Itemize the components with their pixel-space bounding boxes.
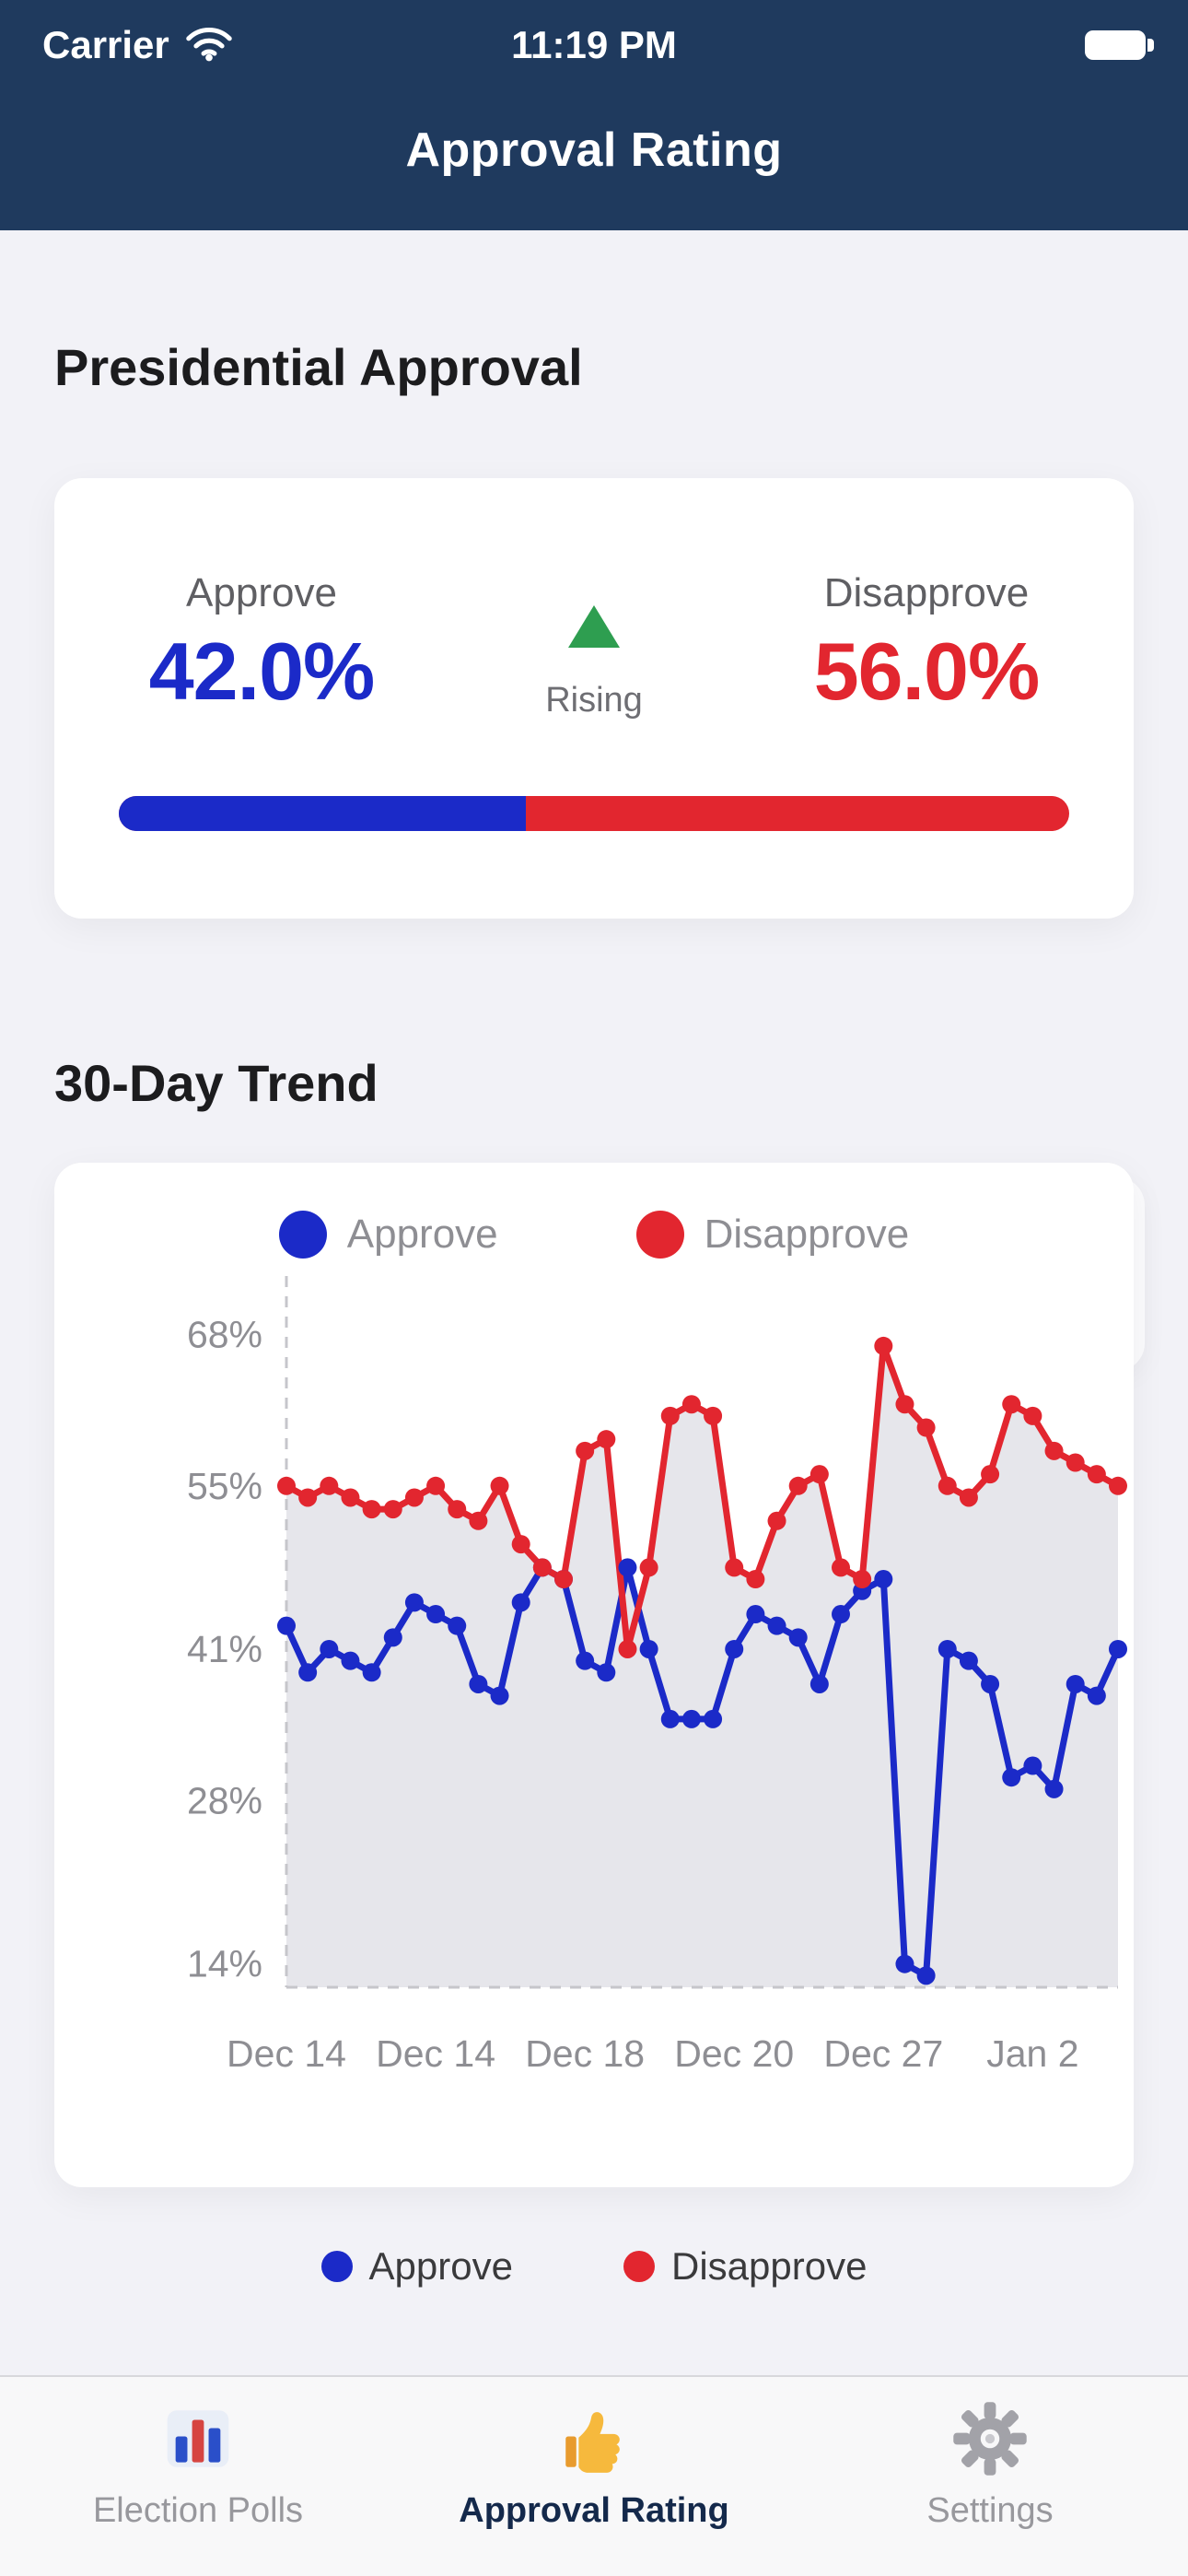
svg-text:Dec 14: Dec 14 xyxy=(227,2032,346,2075)
chart-legend: Approve Disapprove xyxy=(54,1211,1134,1259)
thumbs-up-icon xyxy=(556,2399,632,2478)
approval-summary-card: Approve 42.0% Rising Disapprove 56.0% xyxy=(54,478,1134,919)
svg-text:Dec 20: Dec 20 xyxy=(674,2032,794,2075)
disapprove-legend-label: Disapprove xyxy=(704,1212,910,1257)
trend-indicator: Rising xyxy=(545,570,643,720)
wifi-icon xyxy=(184,25,234,66)
gear-icon xyxy=(952,2399,1028,2478)
status-bar: Carrier 11:19 PM xyxy=(0,0,1188,70)
svg-text:Dec 27: Dec 27 xyxy=(823,2032,943,2075)
status-time: 11:19 PM xyxy=(511,23,677,66)
carrier-group: Carrier xyxy=(42,23,234,67)
footer-approve-dot xyxy=(320,2251,353,2282)
svg-text:41%: 41% xyxy=(187,1628,262,1670)
tab-bar: Election Polls Approval Rating xyxy=(0,2375,1188,2576)
svg-text:Dec 14: Dec 14 xyxy=(376,2032,495,2075)
svg-text:55%: 55% xyxy=(187,1465,262,1507)
main-content: Presidential Approval Approve 42.0% Risi… xyxy=(0,337,1188,2289)
footer-disapprove-dot xyxy=(623,2251,655,2282)
trend-chart: 68% 55% 41% 28% 14% Dec 14 Dec 14 Dec 18 Dec 20 D… xyxy=(187,1276,1127,2075)
approve-legend-label: Approve xyxy=(346,1212,498,1257)
footer-disapprove-label: Disapprove xyxy=(670,2244,868,2288)
carrier-label: Carrier xyxy=(42,23,169,66)
legend-item-disapprove: Disapprove xyxy=(635,1211,910,1259)
svg-text:68%: 68% xyxy=(187,1313,262,1355)
footer-legend: Approve Disapprove xyxy=(54,2244,1134,2289)
svg-text:28%: 28% xyxy=(187,1780,262,1822)
footer-approve-label: Approve xyxy=(368,2244,513,2288)
approve-legend-dot xyxy=(278,1211,327,1259)
bar-chart-icon xyxy=(160,2399,236,2478)
approval-section-heading: Presidential Approval xyxy=(54,338,583,396)
disapprove-metric: Disapprove 56.0% xyxy=(784,570,1069,714)
footer-legend-item-approve: Approve xyxy=(320,2244,513,2289)
tab-label-approval-rating: Approval Rating xyxy=(459,2491,729,2530)
legend-item-approve: Approve xyxy=(278,1211,498,1259)
disapprove-legend-dot xyxy=(635,1211,684,1259)
trend-chart-card: Approve Disapprove 68% 55% 41% 28% 14% Dec 14… xyxy=(54,1163,1134,2187)
rising-arrow-icon xyxy=(567,605,620,648)
disapprove-label: Disapprove xyxy=(823,570,1030,615)
nav-bar: Approval Rating xyxy=(0,70,1188,230)
disapprove-value: 56.0% xyxy=(813,626,1041,717)
footer-legend-item-disapprove: Disapprove xyxy=(623,2244,867,2289)
battery-icon xyxy=(1085,30,1154,60)
approve-value: 42.0% xyxy=(148,626,376,717)
approval-progress-fill xyxy=(119,796,527,831)
approve-metric: Approve 42.0% xyxy=(119,570,404,714)
trend-card-wrap: Approve Disapprove 68% 55% 41% 28% 14% Dec 14… xyxy=(54,1163,1145,2187)
svg-text:14%: 14% xyxy=(187,1943,262,1985)
tab-settings[interactable]: Settings xyxy=(792,2399,1188,2576)
tab-label-election-polls: Election Polls xyxy=(92,2491,304,2530)
svg-text:Jan 2: Jan 2 xyxy=(986,2032,1078,2075)
tab-approval-rating[interactable]: Approval Rating xyxy=(396,2399,792,2576)
tab-label-settings: Settings xyxy=(926,2491,1054,2530)
page-title: Approval Rating xyxy=(405,123,783,177)
tab-election-polls[interactable]: Election Polls xyxy=(0,2399,396,2576)
trend-direction-label: Rising xyxy=(545,681,643,720)
approve-label: Approve xyxy=(186,570,337,615)
metrics-row: Approve 42.0% Rising Disapprove 56.0% xyxy=(119,570,1069,720)
svg-text:Dec 18: Dec 18 xyxy=(525,2032,645,2075)
app-header: Carrier 11:19 PM Approval Rating xyxy=(0,0,1188,230)
approval-progress-bar xyxy=(119,796,1069,831)
trend-section-heading: 30-Day Trend xyxy=(54,1054,379,1112)
